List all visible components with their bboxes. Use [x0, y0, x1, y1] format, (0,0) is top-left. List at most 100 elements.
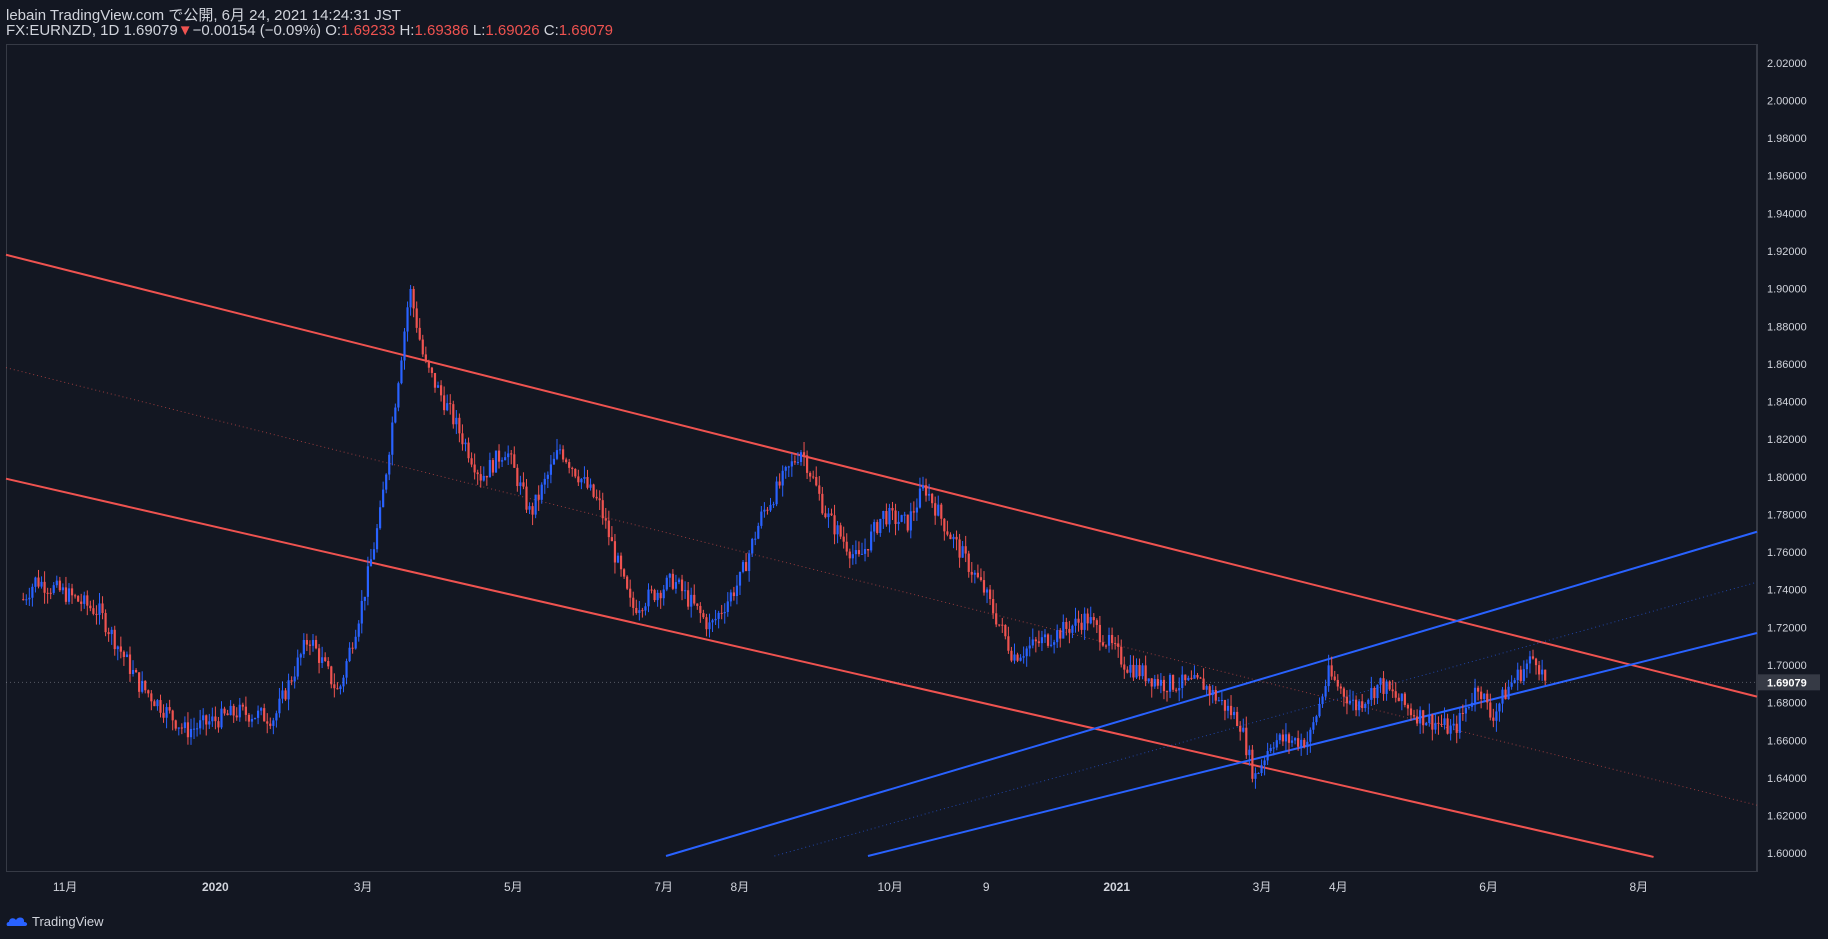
candle-body	[92, 608, 95, 614]
candle-body	[1318, 704, 1321, 717]
candle-body	[211, 716, 214, 722]
candle-body	[531, 506, 534, 515]
candle-body	[979, 577, 983, 581]
candle-body	[1138, 665, 1141, 677]
candle-body	[982, 580, 986, 593]
candle-body	[455, 417, 458, 425]
candle-body	[528, 506, 531, 510]
price-axis[interactable]: 2.02000 2.00000 1.98000 1.96000 1.94000 1.920…	[1767, 58, 1807, 860]
candle-body	[839, 525, 842, 537]
price-tick-label: 1.66000	[1767, 735, 1807, 747]
candle-body	[95, 613, 98, 615]
candle-body	[165, 707, 168, 718]
candle-body	[1257, 773, 1260, 775]
candle-body	[836, 525, 839, 535]
candle-body	[757, 525, 760, 539]
price-tick-label: 1.72000	[1767, 622, 1807, 634]
candle-body	[1345, 696, 1349, 704]
candle-body	[1531, 656, 1535, 659]
candle-body	[1507, 686, 1510, 700]
price-tick-label: 1.62000	[1767, 811, 1807, 823]
candle-body	[1263, 760, 1266, 766]
trendline[interactable]	[867, 632, 1758, 857]
candle-body	[1071, 625, 1074, 633]
candle-body	[485, 475, 488, 478]
candle-body	[534, 494, 537, 515]
candle-body	[363, 596, 366, 601]
price-tick-label: 1.82000	[1767, 434, 1807, 446]
footer-brand[interactable]: TradingView	[6, 910, 104, 932]
candle-body	[1519, 669, 1522, 682]
candle-body	[1089, 617, 1092, 624]
time-tick-label: 11月	[53, 880, 77, 894]
candle-body	[256, 710, 260, 718]
candle-body	[580, 478, 583, 483]
candle-body	[995, 613, 998, 625]
time-axis[interactable]: 11月 2020 3月 5月 7月 8月 10月 9 2021 3月 4月 6月 8月	[53, 880, 1648, 894]
candle-body	[1293, 738, 1297, 741]
candle-body	[357, 623, 360, 637]
candle-body	[159, 700, 162, 713]
ohlc-legend: FX:EURNZD, 1D 1.69079▼−0.00154 (−0.09%) …	[6, 22, 613, 39]
candles-layer	[22, 284, 1547, 789]
candle-body	[946, 531, 949, 535]
candle-body	[388, 454, 391, 475]
candle-body	[1229, 705, 1233, 716]
candle-body	[104, 613, 107, 633]
candle-body	[1120, 646, 1123, 665]
candle-body	[308, 644, 312, 646]
candle-body	[1147, 678, 1150, 682]
candle-body	[781, 470, 784, 486]
candle-body	[735, 585, 739, 597]
candle-body	[1495, 711, 1498, 721]
trendline[interactable]	[665, 530, 1758, 857]
candle-body	[272, 720, 275, 726]
last-price-tag	[1758, 674, 1820, 691]
candle-body	[1104, 645, 1108, 647]
candle-body	[754, 538, 757, 540]
candle-body	[882, 510, 885, 519]
candle-body	[226, 713, 229, 716]
candle-body	[1135, 665, 1138, 678]
candle-body	[842, 536, 845, 542]
trendline[interactable]	[5, 253, 1758, 698]
candle-body	[1275, 740, 1278, 748]
candle-body	[815, 477, 818, 486]
price-tick-label: 2.00000	[1767, 95, 1807, 107]
trendline[interactable]	[5, 367, 1758, 806]
trendline[interactable]	[5, 477, 1654, 858]
candle-body	[647, 589, 650, 607]
candle-body	[927, 493, 931, 496]
candle-body	[723, 611, 726, 614]
price-tick-label: 1.84000	[1767, 397, 1807, 409]
candle-body	[500, 460, 504, 462]
candle-body	[1098, 624, 1101, 643]
candle-body	[1028, 645, 1031, 649]
chart-pane[interactable]	[6, 44, 1757, 872]
trendline[interactable]	[774, 581, 1758, 857]
candle-body	[1498, 703, 1501, 712]
candle-body	[1220, 700, 1223, 702]
candle-body	[1281, 734, 1284, 742]
candle-body	[848, 551, 851, 559]
candle-body	[1419, 710, 1422, 724]
candle-body	[214, 716, 217, 722]
candle-body	[1422, 710, 1425, 726]
candle-body	[89, 605, 92, 609]
candle-body	[824, 513, 827, 518]
candle-body	[73, 595, 77, 597]
candle-body	[1391, 689, 1394, 692]
candle-body	[1440, 723, 1443, 726]
candle-body	[918, 488, 922, 508]
candle-body	[1342, 688, 1345, 697]
candle-body	[266, 721, 269, 724]
time-tick-label: 2021	[1103, 880, 1130, 894]
candle-body	[543, 478, 546, 485]
symbol-label[interactable]: FX:EURNZD, 1D	[6, 22, 120, 39]
candle-body	[1217, 700, 1220, 702]
candle-body	[1370, 687, 1373, 700]
candle-body	[1480, 691, 1483, 700]
time-tick-label: 6月	[1479, 880, 1498, 894]
candle-body	[186, 722, 190, 738]
